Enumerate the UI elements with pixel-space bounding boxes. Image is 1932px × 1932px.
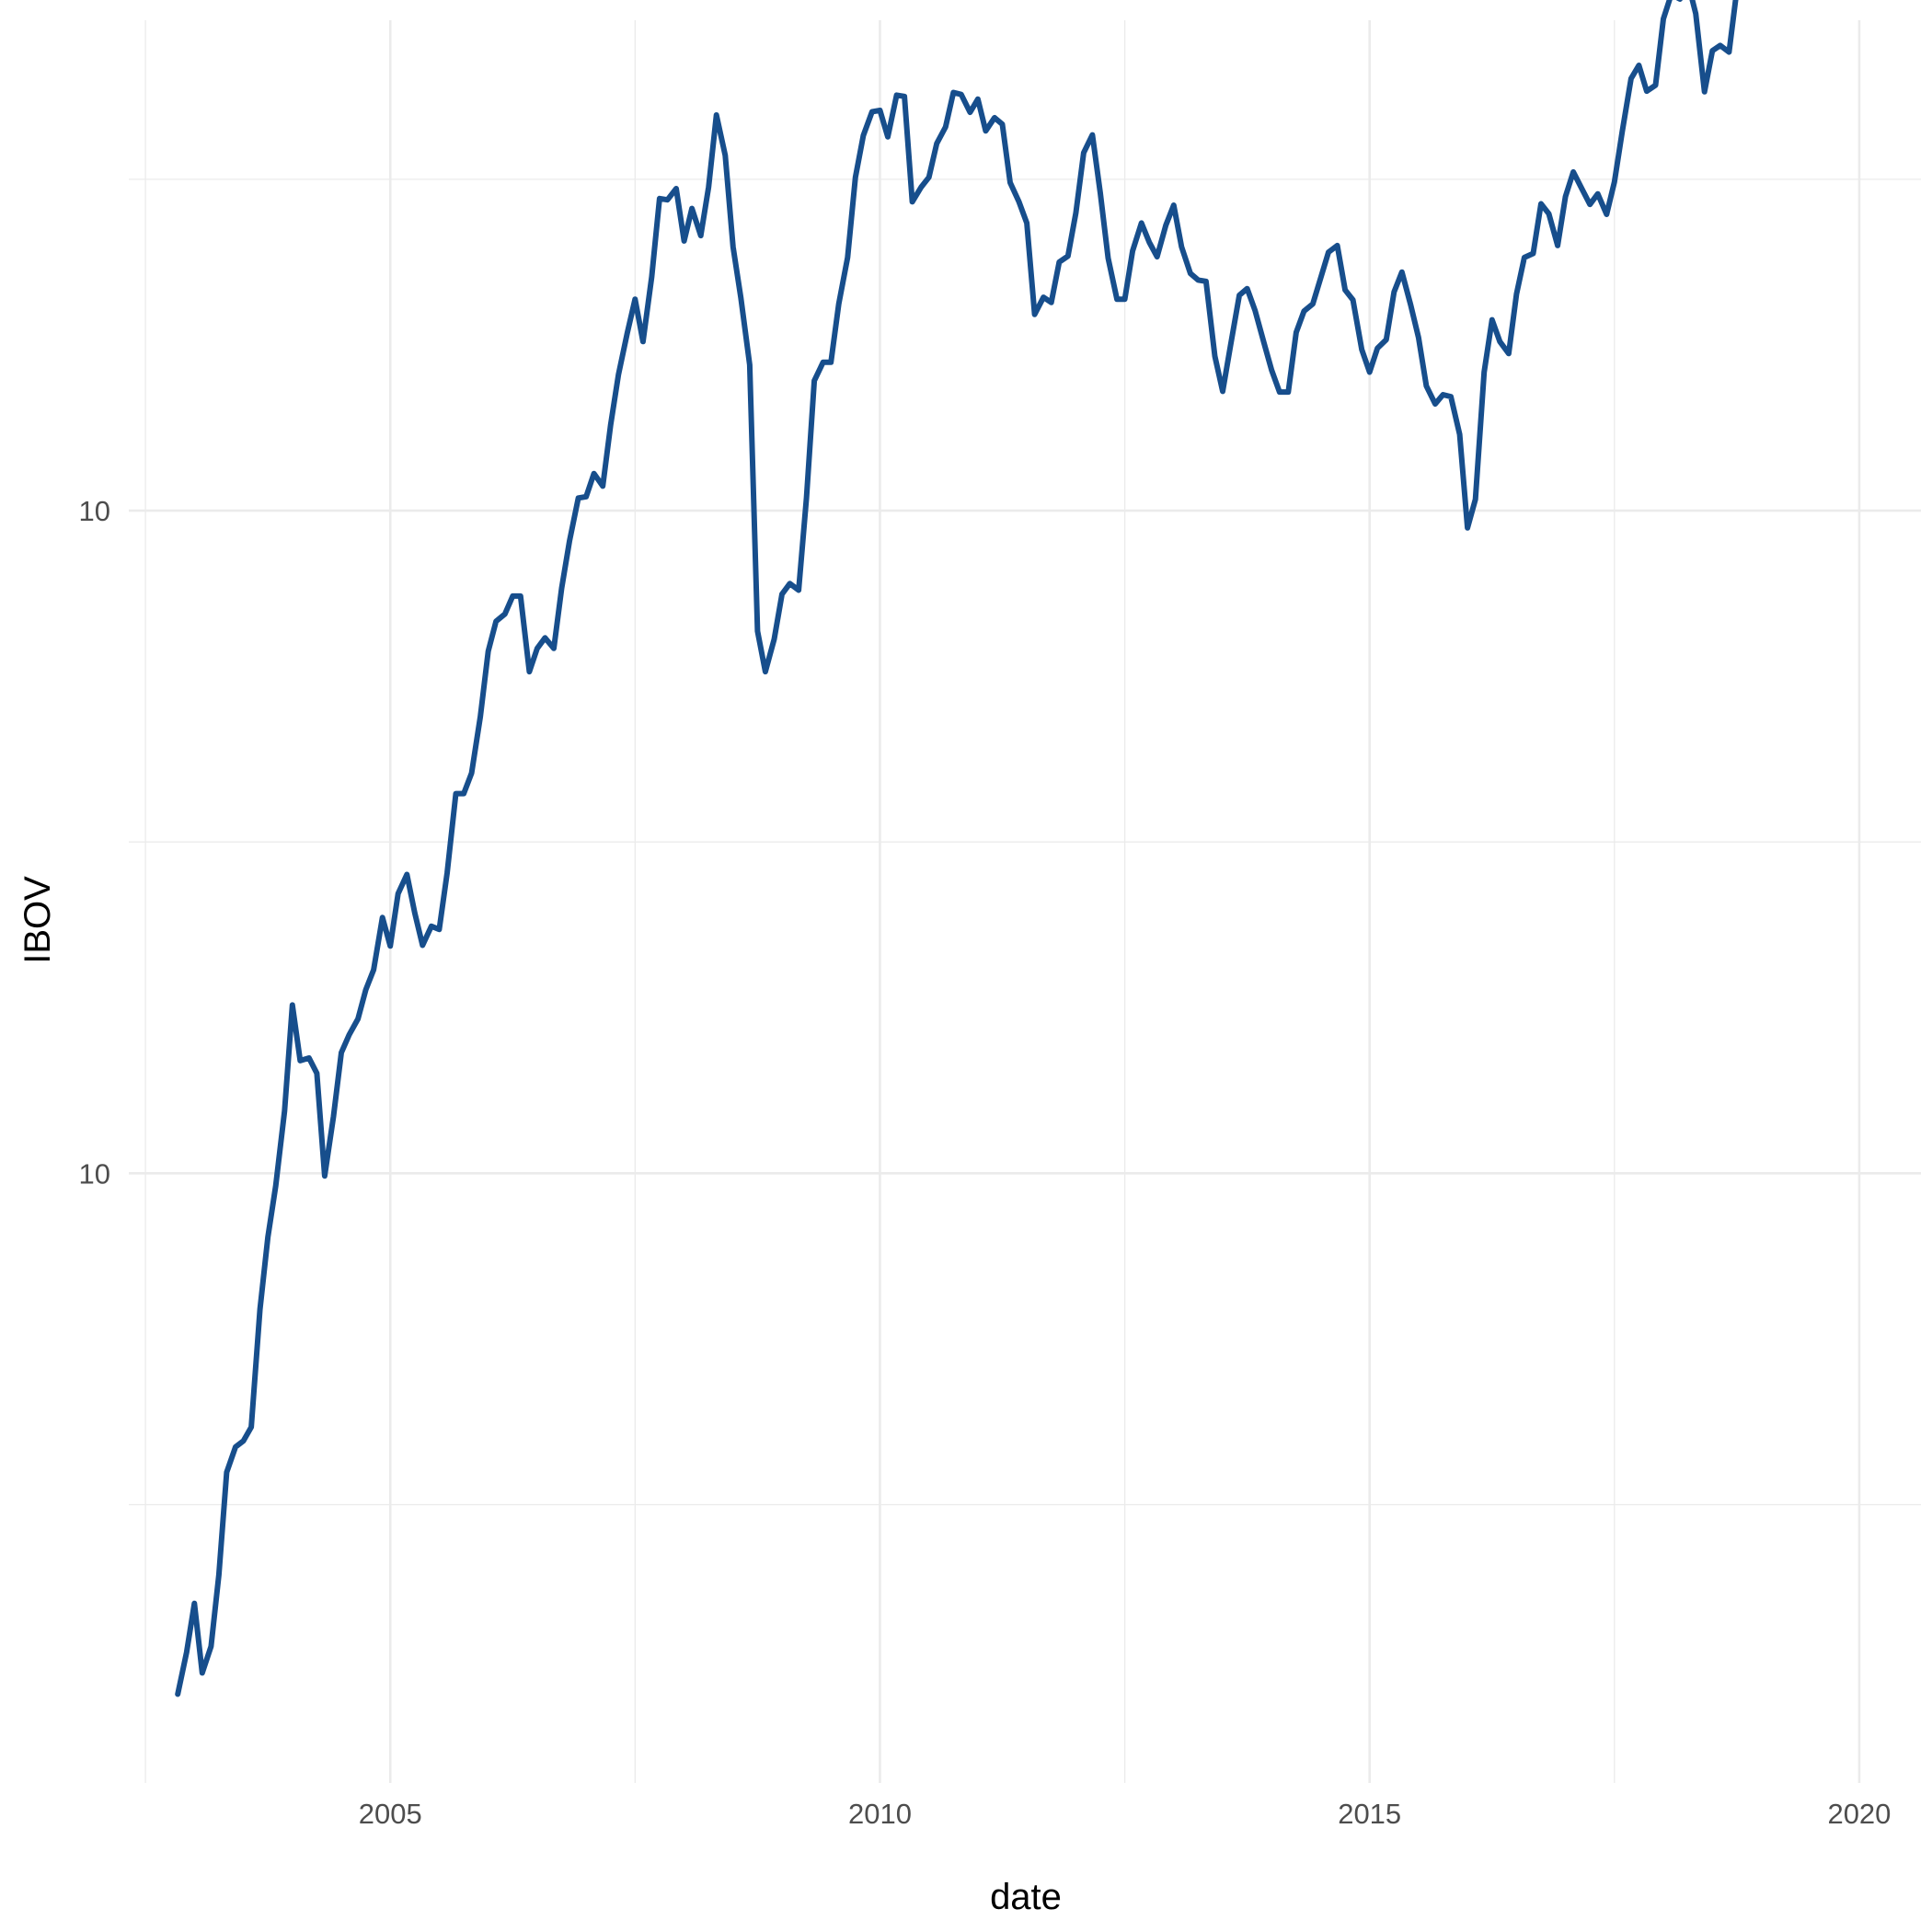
y-tick-label: 10 [79,1157,110,1190]
y-axis-title: IBOV [17,876,58,964]
x-axis-ticks: 2005 2010 2015 2020 [359,1798,1892,1830]
y-tick-label: 10 [79,495,110,527]
series-line-ibov [175,0,1739,1697]
x-axis-title: date [990,1877,1062,1917]
x-tick-label: 2020 [1827,1798,1891,1830]
x-tick-label: 2015 [1338,1798,1401,1830]
x-tick-label: 2005 [359,1798,422,1830]
y-axis-ticks: 10 10 [79,495,110,1190]
x-tick-label: 2010 [848,1798,912,1830]
grid [129,20,1921,1783]
series-layer [175,0,1739,1697]
